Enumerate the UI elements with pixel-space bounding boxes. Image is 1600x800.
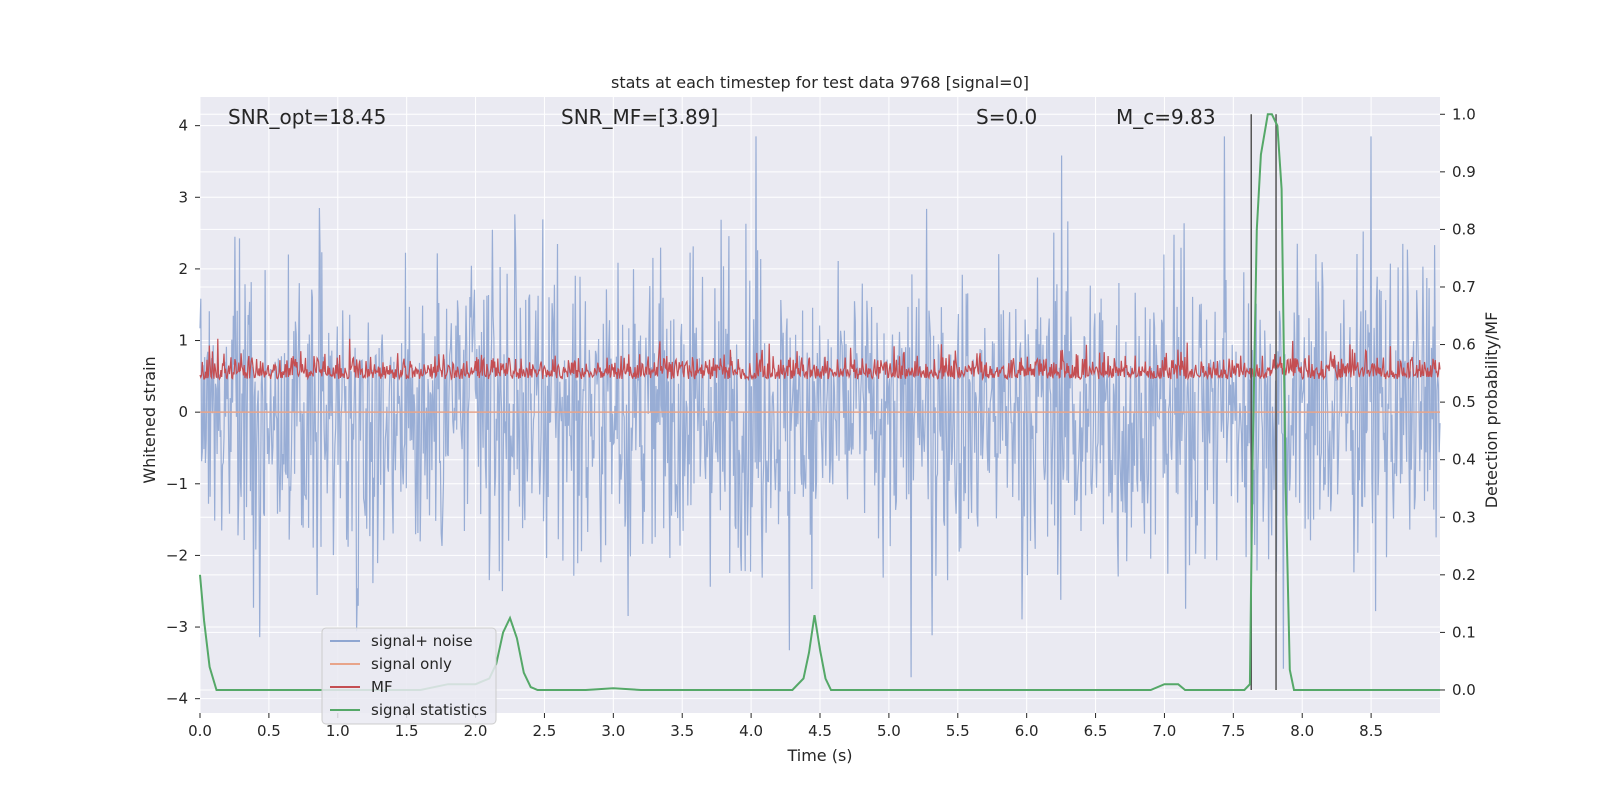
x-tick-label: 8.0: [1290, 722, 1314, 740]
x-tick-label: 6.5: [1084, 722, 1108, 740]
x-axis-ticks: 0.0 0.5 1.0 1.5 2.0 2.5 3.0 3.5 4.0 4.5 5.0 5.5 6.0 6…: [188, 713, 1383, 740]
y-right-tick-label: 0.9: [1452, 163, 1476, 181]
y-tick-label: −2: [166, 546, 188, 564]
y-tick-label: 1: [178, 332, 188, 350]
x-tick-label: 0.0: [188, 722, 212, 740]
series-signal-noise: [199, 136, 1441, 678]
y-axis-right-ticks: 1.0 0.9 0.8 0.7 0.6 0.5 0.4 0.3 0.2 0.1 0.0: [1440, 105, 1476, 699]
y-right-tick-label: 1.0: [1452, 105, 1476, 123]
y-right-tick-label: 0.7: [1452, 278, 1476, 296]
annotation-s: S=0.0: [976, 105, 1037, 129]
mf-trace: [199, 338, 1441, 382]
legend: signal+ noise signal only MF signal stat…: [321, 627, 497, 725]
signal-noise-trace: [199, 136, 1441, 678]
y-tick-label: 4: [178, 117, 188, 135]
chart-title: stats at each timestep for test data 976…: [611, 73, 1029, 92]
y-axis-right-label: Detection probability/MF: [1482, 312, 1501, 509]
y-right-tick-label: 0.0: [1452, 681, 1476, 699]
x-axis-label: Time (s): [786, 746, 852, 765]
x-tick-label: 2.5: [533, 722, 557, 740]
y-tick-label: 2: [178, 260, 188, 278]
x-tick-label: 6.0: [1015, 722, 1039, 740]
x-tick-label: 4.0: [739, 722, 763, 740]
annotation-mc: M_c=9.83: [1116, 105, 1216, 129]
legend-label-signal-statistics: signal statistics: [371, 701, 487, 719]
y-tick-label: −4: [166, 690, 188, 708]
y-tick-label: −1: [166, 475, 188, 493]
y-tick-label: 3: [178, 188, 188, 206]
y-axis-label: Whitened strain: [140, 356, 159, 483]
y-axis-ticks: 4 3 2 1 0 −1 −2 −3 −4: [166, 117, 200, 708]
x-tick-label: 3.0: [601, 722, 625, 740]
legend-label-mf: MF: [371, 678, 393, 696]
x-tick-label: 2.0: [464, 722, 488, 740]
y-right-tick-label: 0.8: [1452, 220, 1476, 238]
y-right-tick-label: 0.1: [1452, 623, 1476, 641]
annotation-snr-mf: SNR_MF=[3.89]: [561, 105, 718, 129]
y-tick-label: −3: [166, 618, 188, 636]
y-right-tick-label: 0.6: [1452, 336, 1476, 354]
legend-label-signal-only: signal only: [371, 655, 452, 673]
x-tick-label: 5.0: [877, 722, 901, 740]
y-right-tick-label: 0.3: [1452, 508, 1476, 526]
x-tick-label: 3.5: [670, 722, 694, 740]
annotation-snr-opt: SNR_opt=18.45: [228, 105, 386, 129]
y-right-tick-label: 0.2: [1452, 566, 1476, 584]
x-tick-label: 4.5: [808, 722, 832, 740]
legend-label-signal-noise: signal+ noise: [371, 632, 473, 650]
legend-box: [321, 627, 497, 725]
y-right-tick-label: 0.5: [1452, 393, 1476, 411]
x-tick-label: 7.5: [1221, 722, 1245, 740]
y-right-tick-label: 0.4: [1452, 451, 1476, 469]
x-tick-label: 7.0: [1153, 722, 1177, 740]
series-mf: [199, 338, 1441, 382]
x-tick-label: 0.5: [257, 722, 281, 740]
x-tick-label: 5.5: [946, 722, 970, 740]
y-tick-label: 0: [178, 403, 188, 421]
x-tick-label: 8.5: [1359, 722, 1383, 740]
x-tick-label: 1.5: [395, 722, 419, 740]
x-tick-label: 1.0: [326, 722, 350, 740]
